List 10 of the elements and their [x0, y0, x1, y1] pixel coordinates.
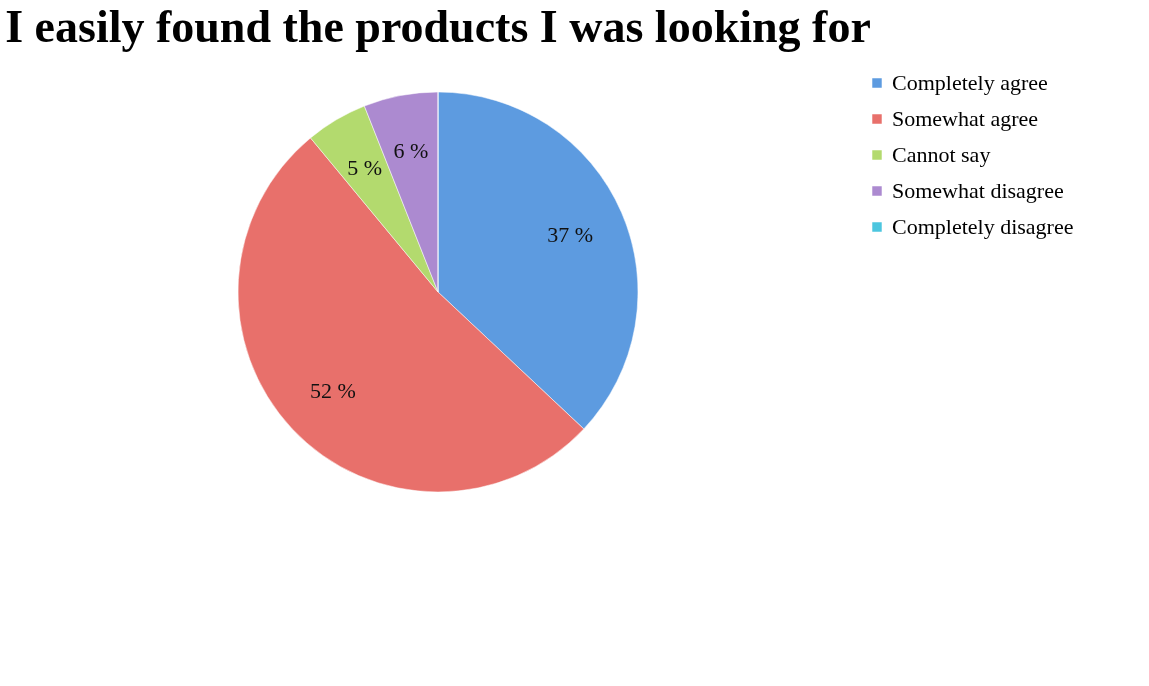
data-label: 6 % [393, 137, 429, 163]
data-label: 52 % [310, 377, 356, 403]
chart-title: I easily found the products I was looking for [5, 1, 871, 52]
data-label: 5 % [347, 155, 383, 181]
legend-label: Somewhat disagree [892, 178, 1064, 203]
legend-label: Cannot say [892, 142, 991, 167]
data-label: 37 % [547, 221, 594, 247]
legend-label: Somewhat agree [892, 106, 1038, 131]
legend-label: Completely disagree [892, 214, 1074, 239]
legend-label: Completely agree [892, 70, 1048, 95]
